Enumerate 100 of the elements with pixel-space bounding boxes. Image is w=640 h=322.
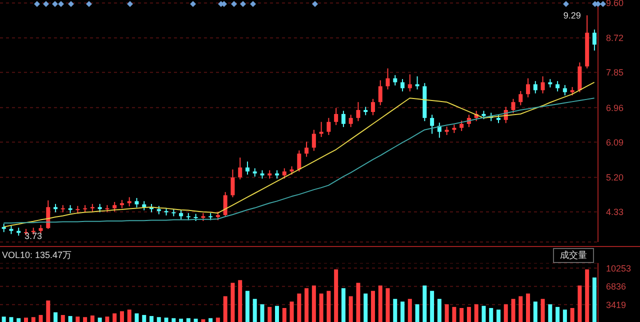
bar	[194, 318, 198, 322]
bar	[348, 296, 353, 322]
candlestick	[127, 196, 132, 207]
bar	[422, 286, 427, 322]
y-tick-label: 7.85	[606, 68, 624, 78]
bar	[297, 294, 302, 322]
bar	[364, 294, 368, 322]
candlestick	[282, 168, 286, 180]
bar	[24, 318, 28, 322]
bar	[437, 298, 442, 322]
candlestick	[518, 90, 523, 106]
bar	[489, 308, 494, 322]
candlestick	[142, 200, 146, 211]
bar	[570, 308, 574, 322]
bar	[378, 286, 382, 322]
bar	[526, 294, 530, 322]
bar	[208, 318, 213, 322]
bar	[127, 310, 132, 322]
candlestick	[238, 157, 242, 180]
bar	[533, 302, 538, 322]
candlestick	[334, 108, 338, 126]
bar	[230, 282, 235, 322]
bar	[68, 316, 72, 322]
bar	[466, 306, 471, 322]
bar	[164, 318, 168, 322]
candlestick	[112, 201, 117, 212]
bar	[179, 318, 184, 322]
candlestick	[511, 98, 516, 114]
text: VOL10: 135.47万	[2, 249, 72, 262]
bar	[356, 282, 360, 322]
y-tick-label: 5.20	[606, 172, 624, 183]
candlestick	[304, 141, 309, 158]
bar	[444, 304, 449, 322]
candlestick	[540, 76, 545, 94]
bar	[482, 306, 486, 322]
bar	[120, 311, 124, 322]
bar	[474, 304, 478, 322]
bar	[540, 298, 545, 322]
text: 成交量	[553, 248, 594, 263]
candlestick	[370, 98, 375, 116]
bar	[556, 306, 560, 322]
bar	[223, 296, 228, 322]
bar	[38, 314, 43, 322]
candlestick	[578, 62, 582, 93]
candlestick	[312, 129, 316, 152]
bar	[452, 306, 456, 322]
bar	[90, 316, 94, 322]
bar	[252, 298, 257, 322]
bar	[496, 310, 500, 322]
bar	[334, 269, 338, 322]
bar	[76, 316, 80, 322]
bar	[245, 290, 250, 322]
candlestick	[378, 80, 382, 106]
candlestick	[179, 209, 184, 220]
y-tick-label: 4.33	[606, 207, 624, 218]
candlestick	[297, 150, 302, 172]
bar	[312, 286, 316, 322]
bar	[400, 302, 405, 322]
y-tick-label: 8.72	[606, 33, 624, 44]
bar	[238, 280, 242, 322]
bar	[105, 316, 110, 322]
bar	[290, 302, 294, 322]
bar	[216, 318, 220, 322]
bar	[370, 290, 375, 322]
bar	[415, 304, 420, 322]
bar	[142, 314, 146, 322]
candlestick	[460, 120, 464, 132]
bar	[319, 294, 324, 322]
candlestick	[341, 110, 346, 128]
candlestick	[60, 204, 65, 213]
bar	[504, 304, 508, 322]
bar	[260, 304, 264, 322]
candlestick	[319, 121, 324, 138]
y-tick-label: 6836	[606, 282, 626, 292]
bar	[2, 316, 6, 322]
candlestick	[245, 161, 250, 176]
bar	[98, 318, 102, 322]
bar	[282, 308, 286, 322]
bar	[46, 300, 50, 322]
bar	[592, 277, 596, 322]
bar	[112, 313, 117, 322]
bar	[9, 317, 14, 322]
bar	[172, 318, 176, 322]
y-tick-label: 10253	[606, 263, 632, 274]
bar	[156, 317, 161, 322]
candlestick	[46, 200, 50, 230]
candlestick	[348, 114, 353, 128]
bar	[386, 288, 390, 322]
bar	[54, 312, 58, 322]
candlestick	[592, 29, 596, 52]
candlestick	[393, 74, 398, 86]
candlestick	[562, 84, 567, 96]
bar	[60, 314, 65, 322]
y-tick-label: 9.60	[606, 0, 624, 8]
candlestick	[223, 192, 228, 218]
bar	[430, 290, 434, 322]
bar	[460, 308, 464, 322]
bar	[578, 286, 582, 322]
bar	[408, 298, 412, 322]
bar	[341, 288, 346, 322]
